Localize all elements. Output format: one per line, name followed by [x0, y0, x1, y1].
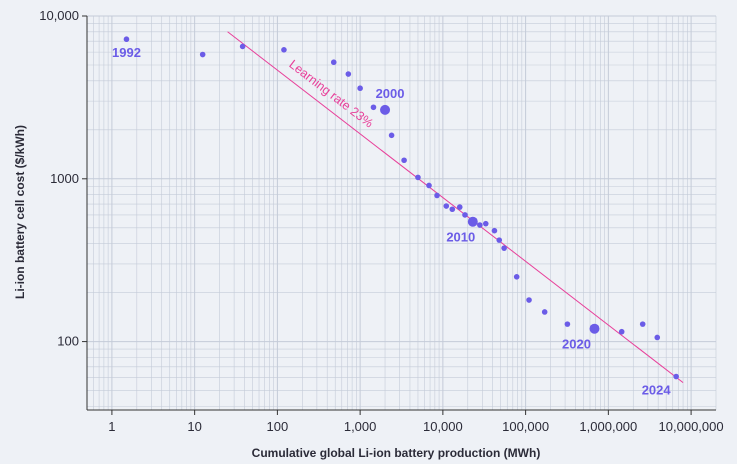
data-point — [654, 334, 661, 341]
data-point — [415, 174, 421, 181]
x-axis-ticks: 1 10 100 1,000 10,000 100,000 1,000,000 10,000,… — [108, 410, 724, 434]
year-label-2020: 2020 — [562, 337, 591, 352]
data-point — [370, 104, 377, 111]
data-point-2020 — [589, 323, 600, 334]
data-point — [477, 222, 483, 228]
point-labels: 1992 2000 2010 2020 2024 — [112, 45, 671, 397]
x-tick-label: 1,000 — [344, 419, 377, 434]
x-axis-title: Cumulative global Li-ion battery product… — [252, 446, 541, 460]
data-point — [513, 274, 520, 280]
x-tick-label: 10,000,000 — [659, 419, 724, 434]
data-point — [345, 71, 352, 77]
data-point — [564, 321, 571, 327]
data-point — [239, 43, 246, 50]
grid-lines — [86, 15, 717, 410]
data-point — [199, 51, 206, 58]
year-label-2010: 2010 — [446, 230, 475, 245]
year-label-1992: 1992 — [112, 45, 141, 60]
data-point — [618, 328, 625, 335]
data-point-2000 — [380, 104, 391, 115]
x-tick-label: 100 — [267, 419, 289, 434]
data-point — [456, 204, 463, 210]
data-point — [388, 132, 395, 139]
data-point — [281, 46, 287, 53]
data-points — [123, 36, 679, 380]
y-axis-title: Li-ion battery cell cost ($/kWh) — [13, 125, 27, 299]
data-point — [491, 227, 498, 234]
data-point — [462, 212, 468, 218]
x-tick-label: 10,000 — [423, 419, 463, 434]
axes — [86, 16, 716, 411]
data-point-1992 — [123, 36, 130, 43]
data-point-2010 — [467, 216, 478, 227]
x-tick-label: 1 — [108, 419, 115, 434]
x-tick-label: 100,000 — [502, 419, 549, 434]
data-point — [526, 297, 532, 303]
y-tick-label: 10,000 — [39, 8, 79, 23]
data-point — [443, 203, 450, 209]
data-point — [330, 59, 337, 66]
y-tick-label: 100 — [57, 334, 79, 349]
learning-rate-trendline — [227, 31, 684, 383]
data-point — [541, 309, 548, 315]
y-tick-label: 1000 — [50, 171, 79, 186]
y-axis-ticks: 100 1000 10,000 — [39, 8, 87, 349]
data-point — [482, 220, 489, 227]
data-point — [357, 85, 363, 92]
data-point — [426, 182, 432, 189]
data-point — [434, 192, 440, 199]
data-point — [501, 245, 507, 251]
data-point — [401, 157, 407, 164]
data-point-2024 — [673, 373, 679, 380]
x-tick-label: 10 — [187, 419, 201, 434]
year-label-2000: 2000 — [376, 86, 405, 101]
year-label-2024: 2024 — [642, 383, 672, 398]
data-point — [639, 321, 646, 327]
data-point — [496, 237, 503, 243]
trendline-label: Learning rate 23% — [286, 57, 375, 130]
x-tick-label: 1,000,000 — [579, 419, 637, 434]
data-point — [449, 206, 456, 213]
trendline-group: Learning rate 23% — [227, 31, 684, 383]
